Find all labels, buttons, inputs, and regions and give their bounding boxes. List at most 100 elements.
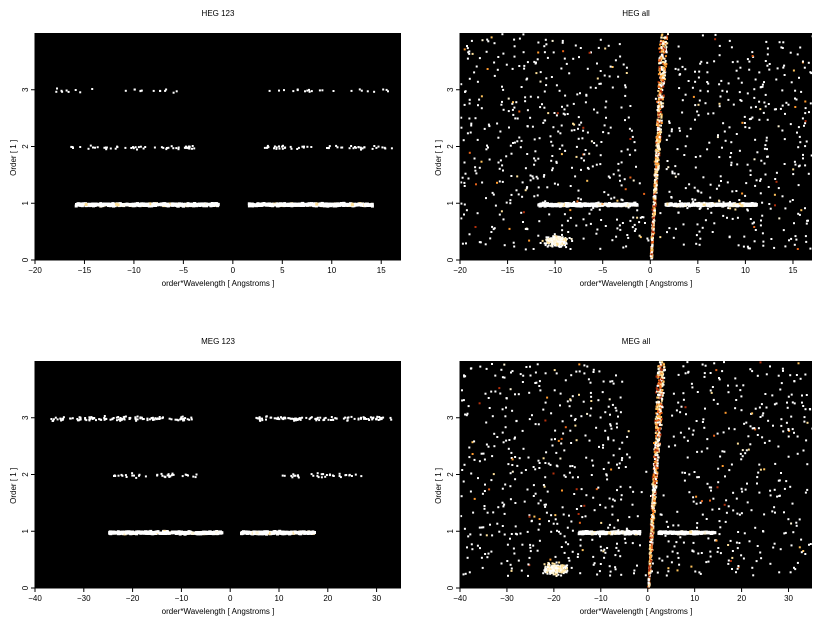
- event-point: [109, 203, 112, 206]
- event-point: [502, 432, 504, 434]
- event-point: [530, 375, 532, 377]
- event-point: [609, 203, 612, 206]
- event-point: [78, 203, 81, 206]
- event-point: [743, 246, 745, 248]
- event-point: [632, 136, 634, 138]
- event-point: [805, 107, 807, 109]
- event-point: [749, 247, 751, 249]
- event-point: [679, 532, 681, 534]
- event-point: [657, 158, 659, 160]
- event-point: [663, 71, 665, 73]
- event-point: [546, 186, 548, 188]
- event-point: [659, 136, 661, 138]
- event-point: [660, 84, 662, 86]
- event-point: [183, 531, 186, 534]
- event-point: [175, 419, 177, 421]
- event-point: [281, 146, 283, 148]
- event-point: [766, 407, 768, 409]
- event-point: [627, 149, 629, 151]
- event-point: [273, 147, 275, 149]
- event-point: [585, 494, 587, 496]
- event-point: [637, 515, 639, 517]
- event-point: [198, 203, 201, 206]
- event-point: [477, 139, 479, 141]
- event-point: [490, 551, 492, 553]
- event-point: [774, 178, 776, 180]
- event-point: [601, 205, 603, 207]
- event-point: [733, 104, 735, 106]
- event-point: [525, 167, 527, 169]
- event-point: [580, 505, 582, 507]
- event-point: [481, 95, 483, 97]
- x-tick-label: −15: [78, 266, 92, 275]
- x-axis-label: order*Wavelength [ Angstroms ]: [162, 279, 275, 288]
- event-point: [565, 242, 567, 244]
- event-point: [764, 144, 766, 146]
- x-tick-label: −10: [127, 266, 141, 275]
- plot-area: [460, 361, 812, 588]
- event-point: [679, 74, 681, 76]
- event-point: [606, 531, 608, 533]
- event-point: [590, 223, 592, 225]
- event-point: [655, 142, 657, 144]
- event-point: [734, 407, 736, 409]
- event-point: [619, 555, 621, 557]
- event-point: [580, 47, 582, 49]
- event-point: [706, 148, 708, 150]
- event-point: [479, 57, 481, 59]
- event-point: [659, 59, 661, 61]
- event-point: [586, 366, 588, 368]
- event-point: [667, 166, 669, 168]
- event-point: [656, 184, 658, 186]
- event-point: [697, 204, 700, 207]
- event-point: [292, 473, 294, 475]
- event-point: [625, 542, 627, 544]
- event-point: [52, 420, 54, 422]
- event-point: [550, 141, 552, 143]
- event-point: [530, 179, 532, 181]
- event-point: [780, 472, 782, 474]
- event-point: [705, 102, 707, 104]
- event-point: [717, 468, 719, 470]
- event-point: [595, 233, 597, 235]
- event-point: [612, 66, 614, 68]
- event-point: [567, 543, 569, 545]
- event-point: [136, 531, 139, 534]
- event-point: [707, 83, 709, 85]
- event-point: [90, 145, 92, 147]
- event-point: [545, 84, 547, 86]
- event-point: [491, 455, 493, 457]
- event-point: [548, 244, 550, 246]
- event-point: [555, 452, 557, 454]
- event-point: [563, 241, 565, 243]
- y-axis-label: Order [ 1 ]: [9, 468, 18, 504]
- event-point: [561, 125, 563, 127]
- event-point: [744, 126, 746, 128]
- event-point: [497, 137, 499, 139]
- event-point: [766, 373, 768, 375]
- event-point: [585, 94, 587, 96]
- event-point: [540, 500, 542, 502]
- event-point: [713, 362, 715, 364]
- event-point: [595, 87, 597, 89]
- event-point: [560, 204, 563, 207]
- event-point: [677, 173, 679, 175]
- event-point: [730, 540, 732, 542]
- event-point: [80, 418, 82, 420]
- event-point: [671, 128, 673, 130]
- event-point: [475, 226, 477, 228]
- event-point: [523, 65, 525, 67]
- event-point: [95, 419, 97, 421]
- event-point: [664, 70, 666, 72]
- event-point: [655, 188, 657, 190]
- event-point: [661, 47, 663, 49]
- event-point: [321, 476, 323, 478]
- event-point: [580, 169, 582, 171]
- event-point: [760, 86, 762, 88]
- event-point: [470, 132, 472, 134]
- event-point: [655, 166, 657, 168]
- event-point: [284, 417, 286, 419]
- event-point: [464, 528, 466, 530]
- event-point: [800, 539, 802, 541]
- event-point: [806, 141, 808, 143]
